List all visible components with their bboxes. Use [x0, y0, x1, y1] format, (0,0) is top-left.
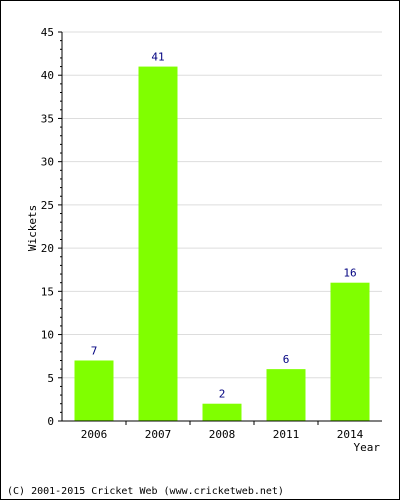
y-tick-label: 5	[47, 372, 54, 385]
y-tick-label: 45	[41, 26, 54, 39]
y-tick-label: 25	[41, 199, 54, 212]
y-axis-title: Wickets	[26, 205, 39, 251]
data-label-2006: 7	[91, 344, 98, 357]
bar-2008	[202, 403, 242, 421]
axes: 0 5 10 15 20 25 30 35 40 45 2006 2007 2008 2011 2014	[41, 26, 382, 441]
x-tick-label-2014: 2014	[337, 428, 364, 441]
x-axis-title: Year	[354, 441, 381, 454]
y-tick-label: 10	[41, 329, 54, 342]
y-tick-label: 0	[47, 415, 54, 428]
data-label-2011: 6	[283, 353, 290, 366]
x-tick-label-2007: 2007	[145, 428, 172, 441]
y-tick-label: 35	[41, 112, 54, 125]
copyright-footer: (C) 2001-2015 Cricket Web (www.cricketwe…	[7, 486, 284, 497]
x-tick-label-2008: 2008	[209, 428, 236, 441]
bar-2006	[74, 360, 114, 421]
bar-2007	[138, 66, 178, 422]
x-tick-label-2011: 2011	[273, 428, 300, 441]
data-label-2014: 16	[343, 267, 356, 280]
y-tick-label: 15	[41, 285, 54, 298]
x-tick-label-2006: 2006	[81, 428, 108, 441]
bars: 7 41 2 6 16	[74, 51, 370, 422]
data-label-2007: 41	[151, 51, 164, 64]
bar-2011	[266, 369, 306, 421]
grid-lines	[62, 31, 382, 379]
y-tick-label: 40	[41, 69, 54, 82]
y-tick-label: 30	[41, 156, 54, 169]
data-label-2008: 2	[219, 388, 226, 401]
bar-2014	[330, 282, 370, 421]
y-tick-label: 20	[41, 242, 54, 255]
